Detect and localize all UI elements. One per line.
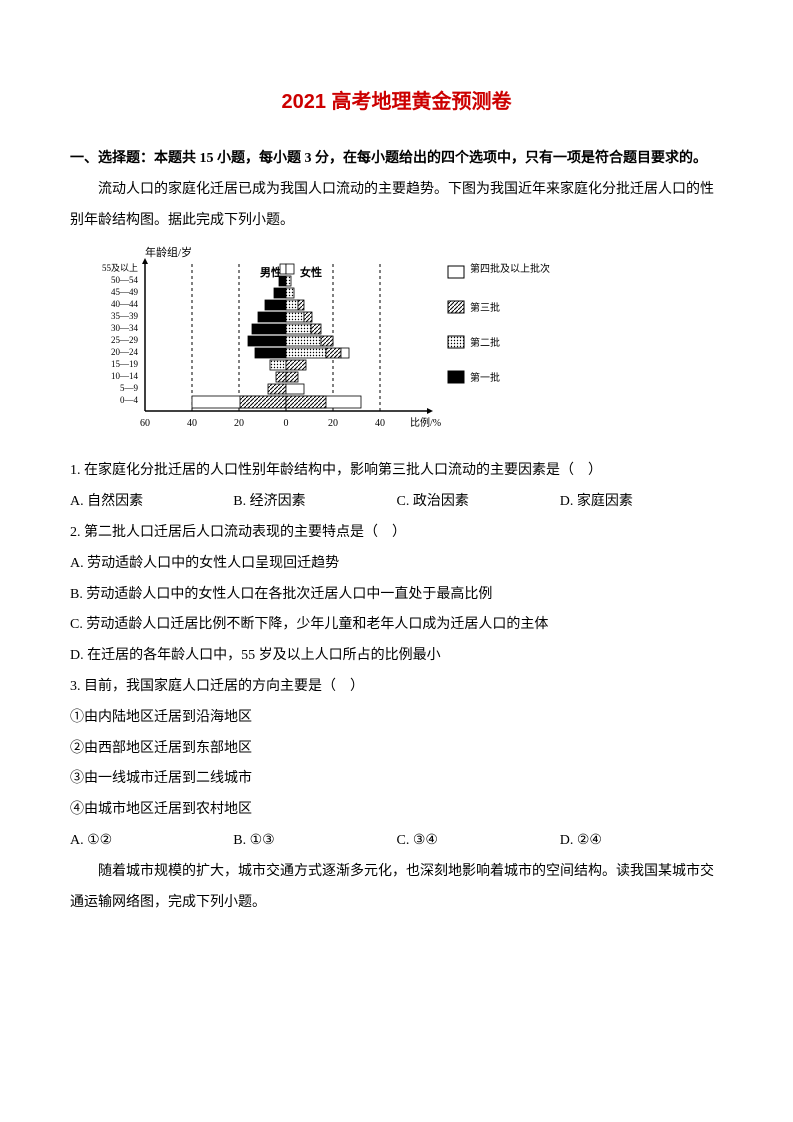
pyramid-bars xyxy=(192,264,361,408)
q3-item-2: ②由西部地区迁居到东部地区 xyxy=(70,734,723,765)
y-label: 35—39 xyxy=(111,311,139,321)
q2-options: A. 劳动适龄人口中的女性人口呈现回迁趋势 B. 劳动适龄人口中的女性人口在各批… xyxy=(70,549,723,672)
q3-options: A. ①② B. ①③ C. ③④ D. ②④ xyxy=(70,826,723,857)
svg-text:第三批: 第三批 xyxy=(470,301,500,314)
question-1: 1. 在家庭化分批迁居的人口性别年龄结构中，影响第三批人口流动的主要因素是（ ） xyxy=(70,456,723,487)
question-2: 2. 第二批人口迁居后人口流动表现的主要特点是（ ） xyxy=(70,518,723,549)
q1-options: A. 自然因素 B. 经济因素 C. 政治因素 D. 家庭因素 xyxy=(70,487,723,518)
q3-option-c: C. ③④ xyxy=(397,826,560,857)
x-label: 40 xyxy=(375,418,385,429)
y-label: 45—49 xyxy=(111,287,139,297)
q1-option-a: A. 自然因素 xyxy=(70,487,233,518)
chart-legend: 第四批及以上批次 第三批 第二批 第一批 xyxy=(448,262,550,384)
intro-text-2: 随着城市规模的扩大，城市交通方式逐渐多元化，也深刻地影响着城市的空间结构。读我国… xyxy=(70,857,723,919)
x-axis-title: 比例/% xyxy=(410,416,441,429)
x-label: 20 xyxy=(234,418,244,429)
q1-option-b: B. 经济因素 xyxy=(233,487,396,518)
q3-item-4: ④由城市地区迁居到农村地区 xyxy=(70,795,723,826)
q3-option-d: D. ②④ xyxy=(560,826,723,857)
y-label: 55及以上 xyxy=(102,263,138,273)
q3-item-1: ①由内陆地区迁居到沿海地区 xyxy=(70,703,723,734)
q3-option-a: A. ①② xyxy=(70,826,233,857)
female-label: 女性 xyxy=(300,265,322,279)
q3-option-b: B. ①③ xyxy=(233,826,396,857)
q1-option-d: D. 家庭因素 xyxy=(560,487,723,518)
q2-option-c: C. 劳动适龄人口迁居比例不断下降，少年儿童和老年人口成为迁居人口的主体 xyxy=(70,610,723,641)
svg-text:第二批: 第二批 xyxy=(470,336,500,349)
y-label: 50—54 xyxy=(111,275,139,285)
y-label: 0—4 xyxy=(120,395,139,405)
y-label: 15—19 xyxy=(111,359,139,369)
x-label: 60 xyxy=(140,418,150,429)
y-label: 30—34 xyxy=(111,323,139,333)
question-3: 3. 目前，我国家庭人口迁居的方向主要是（ ） xyxy=(70,672,723,703)
x-label: 0 xyxy=(284,418,289,429)
section-header: 一、选择题：本题共 15 小题，每小题 3 分，在每小题给出的四个选项中，只有一… xyxy=(70,144,723,175)
y-label: 5—9 xyxy=(120,383,139,393)
q3-item-3: ③由一线城市迁居到二线城市 xyxy=(70,764,723,795)
y-axis-title: 年龄组/岁 xyxy=(145,246,192,259)
q1-option-c: C. 政治因素 xyxy=(397,487,560,518)
y-label: 10—14 xyxy=(111,371,139,381)
svg-text:第一批: 第一批 xyxy=(470,371,500,384)
q2-option-d: D. 在迁居的各年龄人口中，55 岁及以上人口所占的比例最小 xyxy=(70,641,723,672)
q2-option-a: A. 劳动适龄人口中的女性人口呈现回迁趋势 xyxy=(70,549,723,580)
population-pyramid-chart: 年龄组/岁 55及以上 50—54 45—49 40—44 35—39 30—3… xyxy=(90,246,570,446)
q2-option-b: B. 劳动适龄人口中的女性人口在各批次迁居人口中一直处于最高比例 xyxy=(70,580,723,611)
intro-text-1: 流动人口的家庭化迁居已成为我国人口流动的主要趋势。下图为我国近年来家庭化分批迁居… xyxy=(70,175,723,237)
x-label: 40 xyxy=(187,418,197,429)
x-label: 20 xyxy=(328,418,338,429)
page-title: 2021 高考地理黄金预测卷 xyxy=(70,80,723,124)
y-label: 20—24 xyxy=(111,347,139,357)
y-label: 40—44 xyxy=(111,299,139,309)
y-label: 25—29 xyxy=(111,335,139,345)
svg-text:第四批及以上批次: 第四批及以上批次 xyxy=(470,262,550,275)
